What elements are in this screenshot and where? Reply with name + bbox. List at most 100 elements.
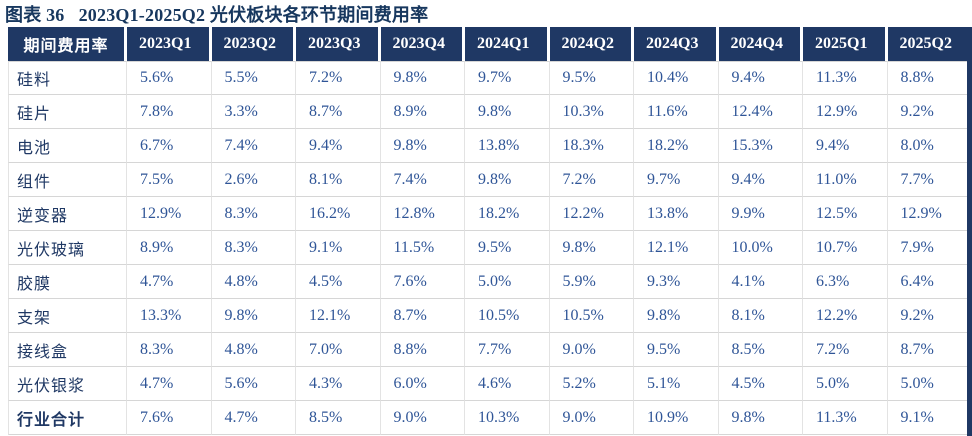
- value-cell: 9.0%: [549, 401, 634, 435]
- value-cell: 13.8%: [634, 197, 719, 231]
- value-cell: 8.7%: [380, 299, 465, 333]
- value-cell: 8.9%: [127, 231, 212, 265]
- value-cell: 4.7%: [127, 367, 212, 401]
- value-cell: 5.1%: [634, 367, 719, 401]
- value-cell: 12.1%: [634, 231, 719, 265]
- value-cell: 11.6%: [634, 95, 719, 129]
- value-cell: 10.0%: [718, 231, 803, 265]
- value-cell: 9.4%: [803, 129, 888, 163]
- value-cell: 8.7%: [887, 333, 972, 367]
- value-cell: 9.1%: [296, 231, 381, 265]
- table-row: 硅料 5.6% 5.5% 7.2% 9.8% 9.7% 9.5% 10.4% 9.4% 11.3%…: [8, 61, 972, 95]
- value-cell: 18.3%: [549, 129, 634, 163]
- value-cell: 9.8%: [211, 299, 296, 333]
- table-body: 硅料 5.6% 5.5% 7.2% 9.8% 9.7% 9.5% 10.4% 9.4% 11.3%…: [8, 61, 972, 435]
- value-cell: 8.5%: [296, 401, 381, 435]
- header-cell-row-title: 期间费用率: [8, 27, 127, 61]
- table-row: 硅片 7.8% 3.3% 8.7% 8.9% 9.8% 10.3% 11.6% 12.4% 12.…: [8, 95, 972, 129]
- table-row: 胶膜 4.7% 4.8% 4.5% 7.6% 5.0% 5.9% 9.3% 4.1% 6.3% 6.…: [8, 265, 972, 299]
- value-cell: 9.8%: [380, 61, 465, 95]
- value-cell: 4.6%: [465, 367, 550, 401]
- value-cell: 12.1%: [296, 299, 381, 333]
- expense-ratio-table-container: 期间费用率 2023Q1 2023Q2 2023Q3 2023Q4 2024Q1 2024Q…: [8, 27, 972, 436]
- value-cell: 9.5%: [634, 333, 719, 367]
- header-cell-2023Q4: 2023Q4: [380, 27, 465, 61]
- value-cell: 10.5%: [549, 299, 634, 333]
- header-cell-2025Q2: 2025Q2: [887, 27, 972, 61]
- value-cell: 13.8%: [465, 129, 550, 163]
- header-cell-2024Q4: 2024Q4: [718, 27, 803, 61]
- value-cell: 5.0%: [465, 265, 550, 299]
- value-cell: 8.9%: [380, 95, 465, 129]
- value-cell: 6.0%: [380, 367, 465, 401]
- table-row: 光伏玻璃 8.9% 8.3% 9.1% 11.5% 9.5% 9.8% 12.1% 10.0% 1…: [8, 231, 972, 265]
- row-label-cell: 行业合计: [8, 401, 127, 435]
- value-cell: 9.5%: [549, 61, 634, 95]
- value-cell: 8.7%: [296, 95, 381, 129]
- value-cell: 9.8%: [465, 163, 550, 197]
- value-cell: 12.4%: [718, 95, 803, 129]
- value-cell: 5.9%: [549, 265, 634, 299]
- value-cell: 7.9%: [887, 231, 972, 265]
- header-cell-2023Q2: 2023Q2: [211, 27, 296, 61]
- value-cell: 10.4%: [634, 61, 719, 95]
- table-row: 逆变器 12.9% 8.3% 16.2% 12.8% 18.2% 12.2% 13.8% 9.9…: [8, 197, 972, 231]
- value-cell: 7.4%: [211, 129, 296, 163]
- value-cell: 10.7%: [803, 231, 888, 265]
- table-row: 支架 13.3% 9.8% 12.1% 8.7% 10.5% 10.5% 9.8% 8.1% 12…: [8, 299, 972, 333]
- table-row: 电池 6.7% 7.4% 9.4% 9.8% 13.8% 18.3% 18.2% 15.3% 9.…: [8, 129, 972, 163]
- value-cell: 10.3%: [465, 401, 550, 435]
- figure-title: 图表 36 2023Q1-2025Q2 光伏板块各环节期间费用率: [5, 5, 429, 25]
- expense-ratio-table: 期间费用率 2023Q1 2023Q2 2023Q3 2023Q4 2024Q1 2024Q…: [8, 27, 972, 435]
- value-cell: 9.5%: [465, 231, 550, 265]
- value-cell: 8.8%: [380, 333, 465, 367]
- value-cell: 5.0%: [887, 367, 972, 401]
- value-cell: 9.9%: [718, 197, 803, 231]
- value-cell: 12.8%: [380, 197, 465, 231]
- table-right-border: [967, 27, 972, 436]
- row-label-cell: 胶膜: [8, 265, 127, 299]
- value-cell: 11.3%: [803, 61, 888, 95]
- table-row: 组件 7.5% 2.6% 8.1% 7.4% 9.8% 7.2% 9.7% 9.4% 11.0% 7…: [8, 163, 972, 197]
- value-cell: 8.8%: [887, 61, 972, 95]
- value-cell: 6.3%: [803, 265, 888, 299]
- row-label-cell: 电池: [8, 129, 127, 163]
- value-cell: 10.3%: [549, 95, 634, 129]
- value-cell: 9.8%: [380, 129, 465, 163]
- value-cell: 15.3%: [718, 129, 803, 163]
- header-cell-2023Q1: 2023Q1: [127, 27, 212, 61]
- value-cell: 13.3%: [127, 299, 212, 333]
- value-cell: 2.6%: [211, 163, 296, 197]
- table-row: 接线盒 8.3% 4.8% 7.0% 8.8% 7.7% 9.0% 9.5% 8.5% 7.2% 8…: [8, 333, 972, 367]
- value-cell: 9.8%: [718, 401, 803, 435]
- value-cell: 7.5%: [127, 163, 212, 197]
- value-cell: 12.9%: [887, 197, 972, 231]
- value-cell: 7.4%: [380, 163, 465, 197]
- value-cell: 8.1%: [296, 163, 381, 197]
- header-row: 期间费用率 2023Q1 2023Q2 2023Q3 2023Q4 2024Q1 2024Q…: [8, 27, 972, 61]
- value-cell: 4.1%: [718, 265, 803, 299]
- value-cell: 4.5%: [718, 367, 803, 401]
- value-cell: 8.3%: [127, 333, 212, 367]
- value-cell: 7.2%: [296, 61, 381, 95]
- value-cell: 11.5%: [380, 231, 465, 265]
- value-cell: 3.3%: [211, 95, 296, 129]
- value-cell: 12.2%: [803, 299, 888, 333]
- value-cell: 18.2%: [634, 129, 719, 163]
- value-cell: 12.2%: [549, 197, 634, 231]
- value-cell: 8.1%: [718, 299, 803, 333]
- value-cell: 4.8%: [211, 265, 296, 299]
- value-cell: 7.2%: [803, 333, 888, 367]
- header-cell-2024Q2: 2024Q2: [549, 27, 634, 61]
- value-cell: 5.6%: [211, 367, 296, 401]
- value-cell: 9.8%: [549, 231, 634, 265]
- header-cell-2025Q1: 2025Q1: [803, 27, 888, 61]
- header-cell-2024Q1: 2024Q1: [465, 27, 550, 61]
- value-cell: 5.6%: [127, 61, 212, 95]
- header-cell-2024Q3: 2024Q3: [634, 27, 719, 61]
- value-cell: 12.9%: [127, 197, 212, 231]
- value-cell: 9.7%: [634, 163, 719, 197]
- value-cell: 9.3%: [634, 265, 719, 299]
- value-cell: 9.4%: [296, 129, 381, 163]
- value-cell: 9.0%: [380, 401, 465, 435]
